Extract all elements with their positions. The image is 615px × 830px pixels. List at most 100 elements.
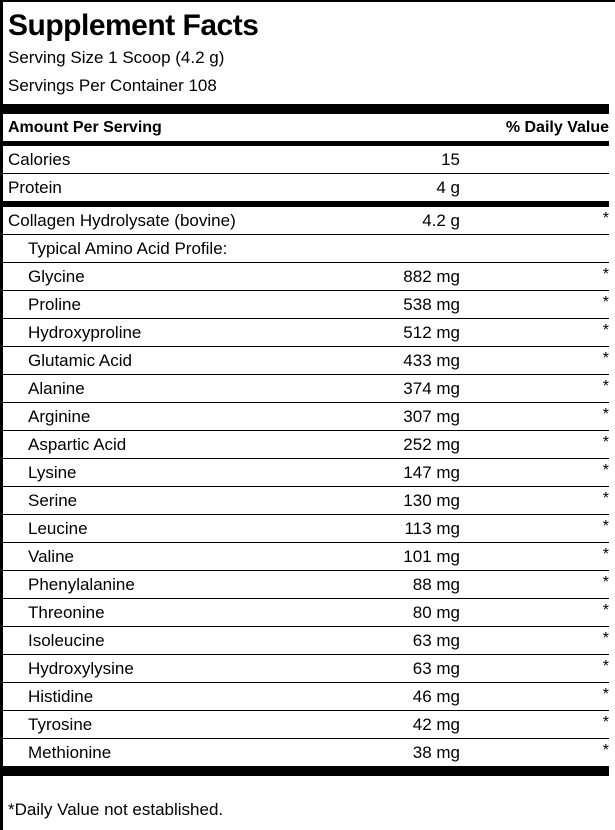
table-row: Serine 130 mg * (3, 487, 609, 515)
nutrient-amount: 4 g (436, 177, 460, 197)
table-row: Typical Amino Acid Profile: (3, 235, 609, 263)
nutrient-name: Glutamic Acid (28, 350, 132, 370)
table-row: Protein 4 g (3, 174, 609, 201)
nutrient-daily-value: * (602, 658, 609, 675)
table-row: Histidine 46 mg * (3, 683, 609, 711)
nutrient-daily-value: * (602, 602, 609, 619)
nutrient-daily-value: * (602, 574, 609, 591)
nutrient-amount: 4.2 g (422, 210, 460, 230)
nutrient-name: Serine (28, 490, 78, 510)
table-row: Lysine 147 mg * (3, 459, 609, 487)
nutrient-amount: 88 mg (412, 574, 460, 594)
nutrient-amount: 15 (441, 149, 460, 169)
nutrient-amount: 80 mg (412, 602, 460, 622)
nutrient-name: Tyrosine (28, 714, 93, 734)
nutrient-amount: 538 mg (403, 294, 460, 314)
table-row: Valine 101 mg * (3, 543, 609, 571)
column-header-amount-per-serving: Amount Per Serving (8, 118, 162, 136)
nutrient-name: Lysine (28, 462, 77, 482)
table-row: Hydroxylysine 63 mg * (3, 655, 609, 683)
table-row: Isoleucine 63 mg * (3, 627, 609, 655)
table-row: Arginine 307 mg * (3, 403, 609, 431)
table-row: Aspartic Acid 252 mg * (3, 431, 609, 459)
nutrient-daily-value: * (602, 630, 609, 647)
table-row: Glutamic Acid 433 mg * (3, 347, 609, 375)
nutrient-daily-value: * (602, 406, 609, 423)
nutrient-amount: 38 mg (412, 742, 460, 762)
nutrient-daily-value: * (602, 686, 609, 703)
divider-thick-top (3, 104, 609, 114)
table-row: Tyrosine 42 mg * (3, 711, 609, 739)
nutrient-amount: 307 mg (403, 406, 460, 426)
table-row: Leucine 113 mg * (3, 515, 609, 543)
column-header-row: Amount Per Serving % Daily Value (3, 114, 609, 141)
nutrient-table: Calories 15 Protein 4 g Collagen Hydroly… (3, 146, 609, 776)
servings-per-container-text: Servings Per Container 108 (8, 76, 217, 95)
column-header-daily-value: % Daily Value (505, 118, 609, 136)
nutrient-name: Calories (8, 149, 71, 169)
nutrient-name: Isoleucine (28, 630, 105, 650)
nutrient-amount: 63 mg (412, 658, 460, 678)
table-row: Hydroxyproline 512 mg * (3, 319, 609, 347)
nutrient-name: Hydroxylysine (28, 658, 134, 678)
divider-medium (3, 141, 609, 146)
nutrient-amount: 882 mg (403, 266, 460, 286)
nutrient-name: Methionine (28, 742, 112, 762)
nutrient-daily-value: * (602, 490, 609, 507)
table-row: Threonine 80 mg * (3, 599, 609, 627)
nutrient-daily-value: * (602, 266, 609, 283)
page-title: Supplement Facts (8, 9, 259, 42)
nutrient-name: Aspartic Acid (28, 434, 127, 454)
nutrient-daily-value: * (602, 546, 609, 563)
nutrient-daily-value: * (602, 518, 609, 535)
nutrient-daily-value: * (602, 378, 609, 395)
nutrient-daily-value: * (602, 434, 609, 451)
nutrient-daily-value (460, 146, 609, 151)
label-header: Supplement Facts (3, 2, 609, 44)
table-row: Proline 538 mg * (3, 291, 609, 319)
nutrient-name: Phenylalanine (28, 574, 135, 594)
nutrient-name: Histidine (28, 686, 94, 706)
nutrient-daily-value: * (602, 350, 609, 367)
nutrient-daily-value (460, 174, 609, 179)
table-row: Phenylalanine 88 mg * (3, 571, 609, 599)
nutrient-amount: 130 mg (403, 490, 460, 510)
divider-thick-mid (3, 201, 609, 207)
table-row: Calories 15 (3, 146, 609, 174)
nutrient-amount: 46 mg (412, 686, 460, 706)
nutrient-name: Protein (8, 177, 62, 197)
daily-value-footnote: *Daily Value not established. (8, 800, 224, 819)
divider-thick-bottom (3, 766, 609, 776)
nutrient-amount: 113 mg (404, 518, 460, 538)
nutrient-name: Threonine (28, 602, 105, 622)
nutrient-daily-value: * (602, 462, 609, 479)
serving-size-text: Serving Size 1 Scoop (4.2 g) (8, 48, 225, 67)
nutrient-daily-value: * (602, 210, 609, 227)
nutrient-name: Hydroxyproline (28, 322, 142, 342)
nutrient-name: Proline (28, 294, 81, 314)
nutrient-amount: 252 mg (403, 434, 460, 454)
nutrient-daily-value: * (602, 742, 609, 759)
nutrient-name: Valine (28, 546, 74, 566)
nutrient-amount: 433 mg (403, 350, 460, 370)
nutrient-amount: 374 mg (403, 378, 460, 398)
nutrient-daily-value: * (602, 322, 609, 339)
nutrient-name: Arginine (28, 406, 91, 426)
nutrient-name: Typical Amino Acid Profile: (28, 238, 228, 258)
nutrient-amount: 512 mg (403, 322, 460, 342)
nutrient-daily-value: * (602, 294, 609, 311)
nutrient-name: Collagen Hydrolysate (bovine) (8, 210, 236, 230)
nutrient-name: Glycine (28, 266, 85, 286)
nutrient-daily-value (460, 235, 609, 240)
nutrient-amount: 147 mg (403, 462, 460, 482)
nutrient-name: Leucine (28, 518, 88, 538)
table-row: Alanine 374 mg * (3, 375, 609, 403)
nutrient-amount: 63 mg (412, 630, 460, 650)
nutrient-amount: 101 mg (403, 546, 460, 566)
nutrient-daily-value: * (602, 714, 609, 731)
nutrient-amount: 42 mg (412, 714, 460, 734)
table-row: Methionine 38 mg * (3, 739, 609, 766)
table-row: Glycine 882 mg * (3, 263, 609, 291)
nutrient-name: Alanine (28, 378, 85, 398)
